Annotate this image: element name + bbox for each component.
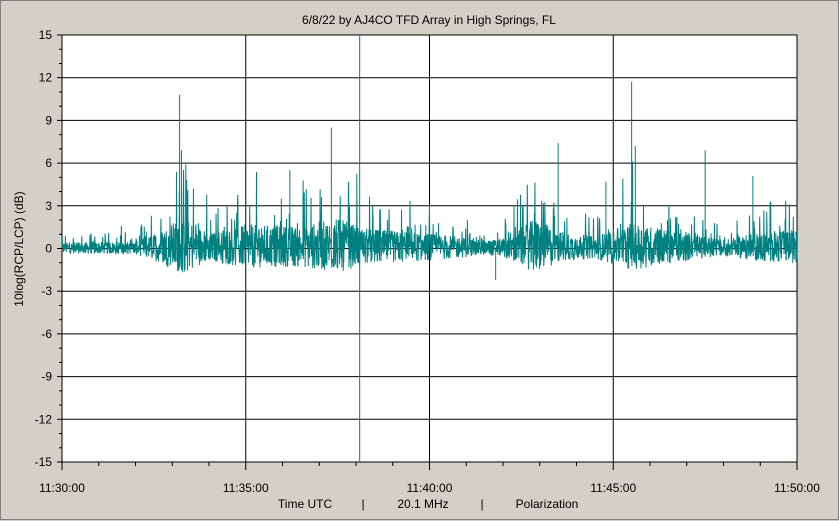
series-group	[61, 35, 798, 462]
y-tick-label: 6	[45, 156, 52, 170]
chart-title: 6/8/22 by AJ4CO TFD Array in High Spring…	[302, 13, 556, 27]
y-tick-label: -3	[41, 284, 52, 298]
y-tick-label: 9	[45, 113, 52, 127]
x-axis-label-part: Time UTC	[278, 497, 333, 511]
grid-lines	[62, 35, 797, 462]
y-axis: 15 12 9 6 3 0 -3 -6 -9 -12 -15	[35, 28, 62, 469]
x-axis-label-part: |	[480, 497, 483, 511]
x-tick-label: 11:50:00	[774, 481, 820, 495]
y-tick-label: -9	[41, 370, 52, 384]
y-tick-label: -6	[41, 327, 52, 341]
x-axis-label: Time UTC | 20.1 MHz | Polarization	[278, 497, 578, 511]
y-tick-label: 0	[45, 242, 52, 256]
x-axis-label-part: Polarization	[516, 497, 579, 511]
y-tick-label: 12	[39, 71, 53, 85]
x-tick-label: 11:40:00	[407, 481, 453, 495]
x-axis-label-part: |	[361, 497, 364, 511]
x-tick-label: 11:30:00	[39, 481, 85, 495]
series-line	[61, 161, 798, 273]
x-axis-label-part: 20.1 MHz	[397, 497, 448, 511]
x-tick-label: 11:35:00	[223, 481, 269, 495]
minor-ticks	[59, 48, 761, 466]
y-tick-label: 3	[45, 199, 52, 213]
y-tick-label: 15	[39, 28, 53, 42]
x-tick-label: 11:45:00	[590, 481, 636, 495]
x-axis: 11:30:00 11:35:00 11:40:00 11:45:00 11:50:00	[39, 462, 820, 495]
y-tick-label: -12	[35, 412, 53, 426]
y-tick-label: -15	[35, 455, 53, 469]
y-axis-label: 10log(RCP/LCP) (dB)	[12, 191, 26, 306]
